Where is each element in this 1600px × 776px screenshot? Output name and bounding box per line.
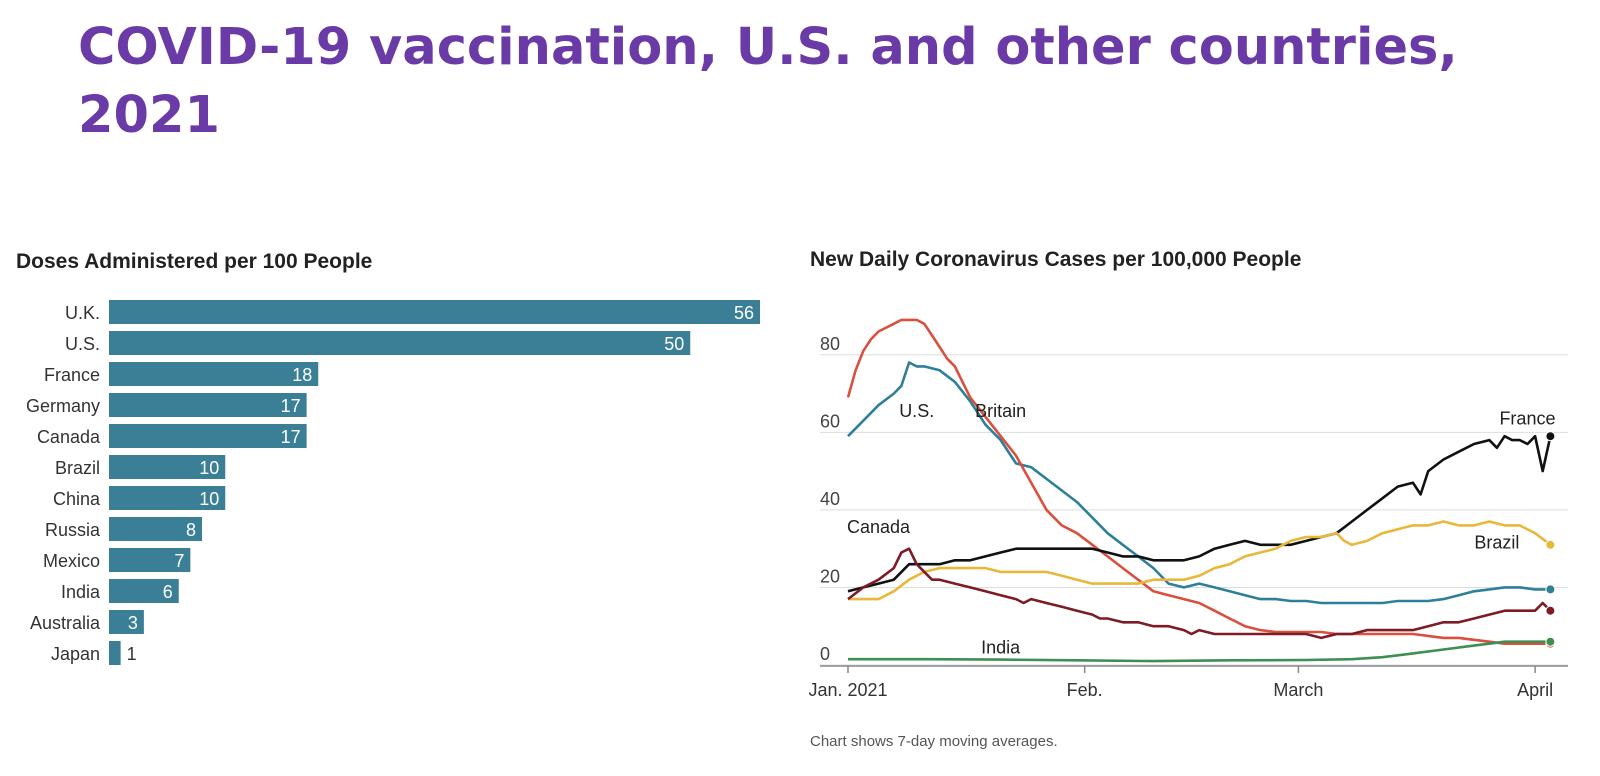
bar-value-label: 3 <box>128 613 138 633</box>
bar-value-label: 17 <box>281 396 301 416</box>
bar <box>109 393 307 417</box>
slide-title: COVID-19 vaccination, U.S. and other cou… <box>78 18 1458 145</box>
series-end-dot <box>1545 605 1556 616</box>
bar-value-label: 50 <box>664 334 684 354</box>
bar-category-label: Japan <box>51 644 100 664</box>
series-line-france <box>847 434 1552 593</box>
bar-value-label: 56 <box>734 303 754 323</box>
line-chart: 0 20 40 60 80 Jan. 2021 Feb. March April U.S. Brit… <box>808 318 1568 700</box>
bar-chart-title: Doses Administered per 100 People <box>16 250 373 273</box>
bar-category-label: Brazil <box>55 458 100 478</box>
series-label: India <box>981 637 1021 657</box>
series-label: France <box>1499 409 1555 429</box>
bar-value-label: 17 <box>281 427 301 447</box>
bar <box>109 455 226 479</box>
bar-category-label: Germany <box>26 396 100 416</box>
x-tick-label: Feb. <box>1067 680 1103 700</box>
bar-category-label: Mexico <box>43 551 100 571</box>
bar-category-label: China <box>53 489 101 509</box>
bar <box>109 362 319 386</box>
bar-category-label: Russia <box>45 520 101 540</box>
series-end-dot <box>1545 636 1556 647</box>
series-line-canada <box>847 547 1552 640</box>
bar-category-label: India <box>61 582 101 602</box>
bar <box>109 517 202 541</box>
x-tick-label: Jan. 2021 <box>808 680 887 700</box>
bar-category-label: Canada <box>37 427 101 447</box>
bar-value-label: 10 <box>199 458 219 478</box>
bar <box>109 610 144 634</box>
bar <box>109 548 191 572</box>
bar <box>109 641 121 665</box>
bar <box>109 424 307 448</box>
bar-value-label: 18 <box>292 365 312 385</box>
bar-value-label: 10 <box>199 489 219 509</box>
bar-value-label: 6 <box>163 582 173 602</box>
series-line-brazil <box>848 520 1552 601</box>
series-label: Canada <box>847 517 911 537</box>
bar-category-label: France <box>44 365 100 385</box>
bar-category-label: Australia <box>30 613 101 633</box>
bar <box>109 486 226 510</box>
y-tick-label: 20 <box>820 566 840 586</box>
line-chart-title: New Daily Coronavirus Cases per 100,000 … <box>810 248 1302 271</box>
x-tick-label: March <box>1273 680 1323 700</box>
bar <box>109 331 691 355</box>
bar-value-label: 7 <box>174 551 184 571</box>
x-tick-label: April <box>1517 680 1553 700</box>
series-end-dot <box>1545 539 1556 550</box>
bar-value-label: 8 <box>186 520 196 540</box>
series-end-dot <box>1545 431 1556 442</box>
y-tick-label: 80 <box>820 334 840 354</box>
series-label: Brazil <box>1474 533 1519 553</box>
bar <box>109 579 179 603</box>
bar-category-label: U.S. <box>65 334 100 354</box>
series-line-us <box>847 361 1551 605</box>
series-end-dot <box>1545 584 1556 595</box>
series-line-britain <box>846 318 1551 645</box>
series-label: U.S. <box>899 401 934 421</box>
bar-value-label: 1 <box>127 644 137 664</box>
bar <box>109 300 760 324</box>
y-tick-label: 60 <box>820 411 840 431</box>
chart-note: Chart shows 7-day moving averages. <box>810 733 1058 750</box>
series-label: Britain <box>975 401 1026 421</box>
series-line-india <box>848 640 1551 663</box>
y-tick-label: 40 <box>820 489 840 509</box>
y-tick-label: 0 <box>820 644 830 664</box>
bar-category-label: U.K. <box>65 303 100 323</box>
